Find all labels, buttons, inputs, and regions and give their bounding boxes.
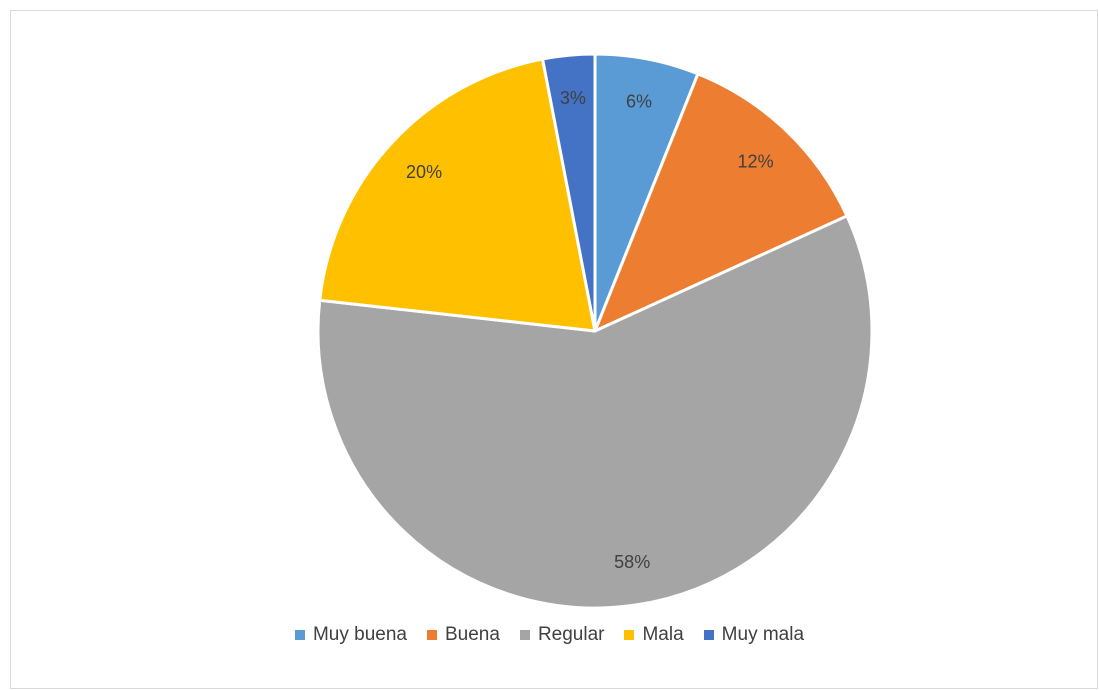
pie-label-regular: 58% — [614, 552, 650, 572]
legend-item-regular: Regular — [519, 624, 605, 646]
legend-swatch-regular — [519, 630, 530, 640]
legend-swatch-muy-buena — [294, 630, 305, 640]
pie-slice-buena — [593, 72, 849, 333]
chart-frame — [10, 10, 1098, 689]
pie-label-muy-mala: 3% — [560, 88, 586, 108]
legend-label-mala: Mala — [642, 624, 684, 645]
legend-item-buena: Buena — [426, 624, 500, 646]
legend-swatch-mala — [624, 630, 635, 640]
pie-slice-regular — [316, 214, 874, 610]
pie-slice-mala — [318, 57, 597, 333]
legend-item-muy-mala: Muy mala — [703, 624, 805, 646]
legend-label-muy-mala: Muy mala — [721, 624, 805, 645]
legend-swatch-muy-mala — [703, 630, 714, 640]
pie-label-muy-buena: 6% — [626, 91, 652, 111]
pie-labels: 6% 12% 58% 20% 3% — [406, 88, 774, 572]
pie-slices — [316, 52, 874, 610]
legend-label-regular: Regular — [537, 624, 605, 645]
legend-item-muy-buena: Muy buena — [294, 624, 407, 646]
pie-slice-muy-mala — [541, 52, 597, 333]
pie-label-mala: 20% — [406, 162, 442, 182]
legend-swatch-buena — [426, 630, 437, 640]
legend-item-mala: Mala — [624, 624, 684, 646]
legend-label-muy-buena: Muy buena — [312, 624, 407, 645]
pie-label-buena: 12% — [738, 151, 774, 171]
legend-label-buena: Buena — [444, 624, 500, 645]
legend: Muy buena Buena Regular Mala Muy mala — [0, 620, 1099, 650]
